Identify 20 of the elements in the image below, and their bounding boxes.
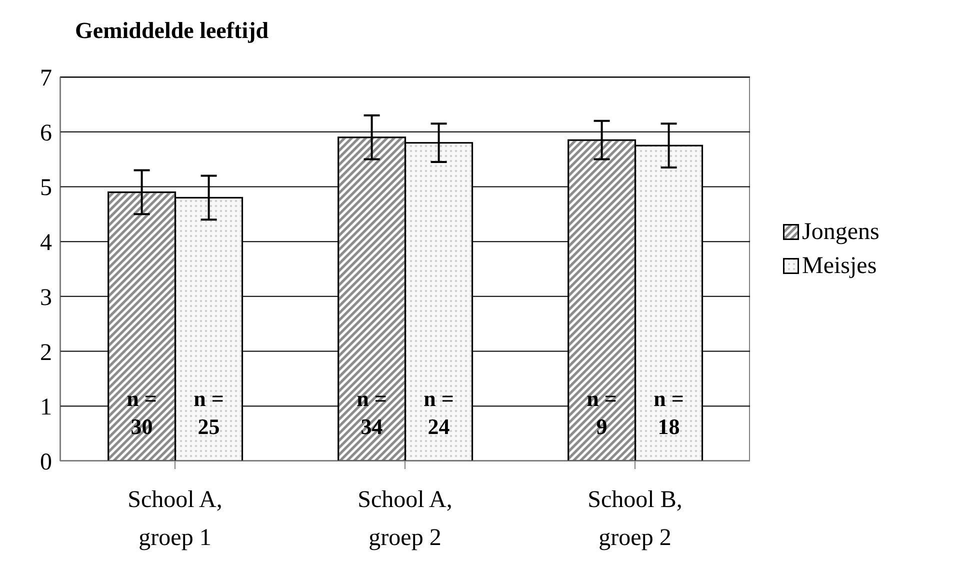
legend-label: Meisjes [802, 252, 877, 280]
x-tick-label: School B, groep 2 [588, 487, 682, 551]
annotation: n = 30 [126, 386, 157, 440]
y-tick-label: 5 [40, 175, 52, 202]
annotation: n = 24 [424, 386, 454, 440]
y-tick-label: 7 [40, 66, 52, 92]
x-tick-label: School A, groep 1 [128, 487, 222, 551]
chart-title: Gemiddelde leeftijd [75, 18, 269, 44]
annotation: n = 34 [356, 386, 387, 440]
y-tick-label: 2 [40, 340, 52, 366]
y-tick-label: 0 [40, 450, 52, 476]
annotation: n = 18 [654, 386, 684, 440]
y-tick-label: 1 [40, 394, 52, 421]
x-tick-label: School A, groep 2 [358, 487, 452, 551]
y-tick-label: 4 [40, 230, 52, 256]
y-tick-label: 3 [40, 284, 52, 311]
y-tick-label: 6 [40, 120, 52, 146]
annotation: n = 25 [194, 386, 224, 440]
annotation: n = 9 [586, 386, 617, 440]
legend-label: Jongens [802, 218, 880, 246]
